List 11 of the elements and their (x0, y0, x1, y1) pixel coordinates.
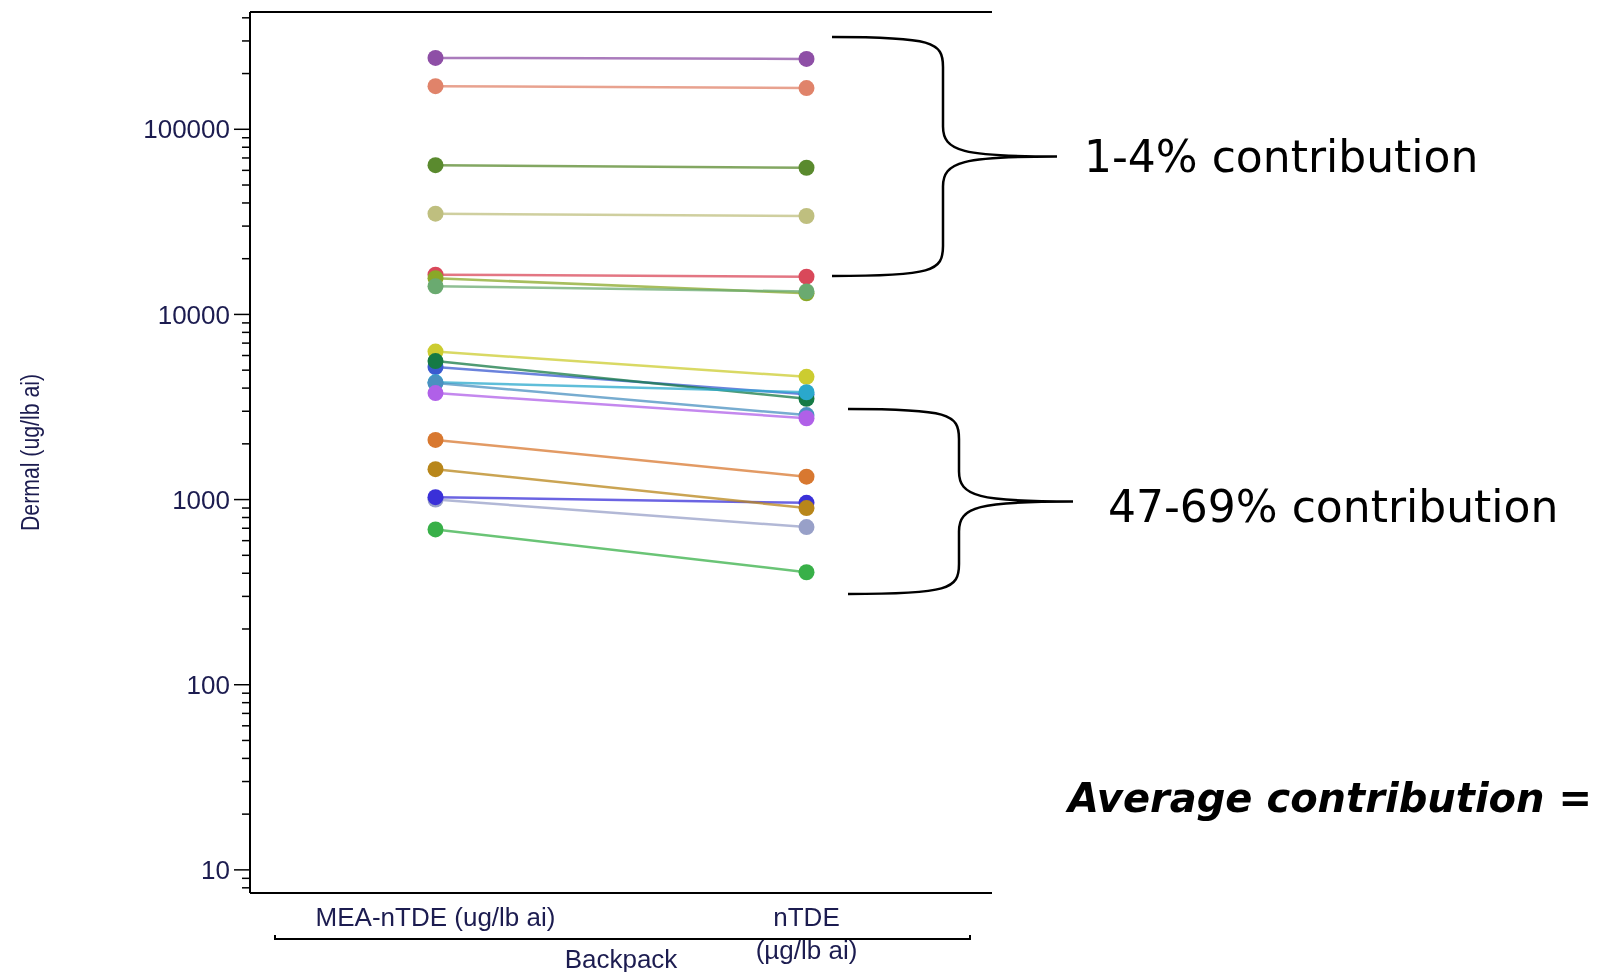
x-tick-label: nTDE (µg/lb ai) (755, 902, 858, 965)
y-tick-label: 100 (186, 669, 230, 700)
y-tick-label: 10 (201, 854, 230, 885)
y-tick-label: 100000 (143, 114, 230, 145)
text: Average contribution = (1065, 775, 1592, 821)
y-tick-label: 1000 (172, 484, 230, 515)
x-tick-label: MEA-nTDE (ug/lb ai) (315, 902, 556, 933)
y-axis-title: Dermal (ug/lb ai) (16, 374, 45, 531)
text: 1-4% contribution (1084, 131, 1479, 183)
y-tick-label: 10000 (157, 299, 230, 330)
text: 47-69% contribution (1108, 481, 1559, 533)
